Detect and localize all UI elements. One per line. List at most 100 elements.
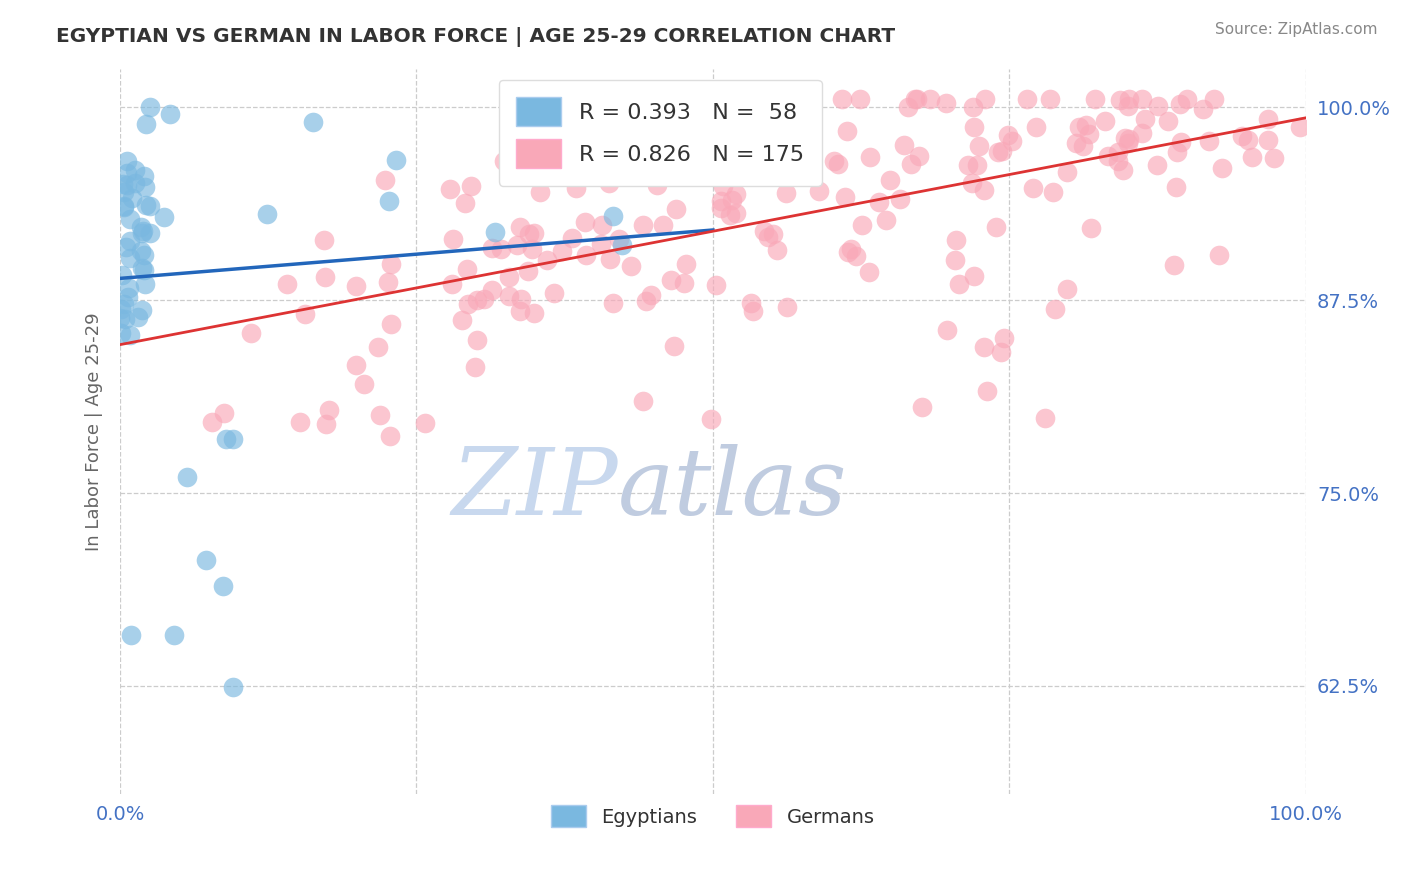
Point [1168, 96, 1191, 111]
Point [766, 243, 789, 257]
Point [1164, 179, 1187, 194]
Point [1109, 93, 1132, 107]
Point [1192, 102, 1215, 116]
Y-axis label: In Labor Force | Age 25-29: In Labor Force | Age 25-29 [86, 312, 103, 550]
Point [377, 275, 399, 289]
Point [1022, 181, 1045, 195]
Point [636, 293, 658, 308]
Point [1094, 114, 1116, 128]
Point [506, 238, 529, 252]
Point [645, 178, 668, 192]
Point [134, 277, 156, 291]
Point [962, 100, 984, 114]
Point [318, 403, 340, 417]
Point [1067, 120, 1090, 135]
Point [725, 186, 748, 201]
Point [1230, 128, 1253, 143]
Point [1078, 127, 1101, 141]
Point [114, 311, 136, 326]
Point [1056, 282, 1078, 296]
Point [536, 253, 558, 268]
Point [868, 194, 890, 209]
Point [709, 121, 731, 136]
Point [115, 153, 138, 168]
Point [776, 301, 799, 315]
Point [1146, 158, 1168, 172]
Point [112, 297, 135, 311]
Point [585, 135, 607, 149]
Point [120, 234, 142, 248]
Point [314, 233, 336, 247]
Point [176, 469, 198, 483]
Point [472, 292, 495, 306]
Point [380, 317, 402, 331]
Point [215, 433, 238, 447]
Point [118, 251, 141, 265]
Point [974, 92, 997, 106]
Point [517, 227, 540, 241]
Point [481, 241, 503, 255]
Point [1208, 248, 1230, 262]
Point [893, 137, 915, 152]
Point [900, 157, 922, 171]
Point [598, 176, 620, 190]
Point [132, 224, 155, 238]
Point [214, 406, 236, 420]
Text: atlas: atlas [619, 444, 848, 534]
Point [520, 242, 543, 256]
Point [124, 163, 146, 178]
Point [827, 157, 849, 171]
Point [377, 194, 399, 208]
Point [110, 301, 132, 316]
Point [135, 117, 157, 131]
Point [484, 225, 506, 239]
Point [993, 331, 1015, 345]
Point [997, 128, 1019, 142]
Point [976, 384, 998, 399]
Point [689, 120, 711, 135]
Point [1039, 92, 1062, 106]
Point [111, 268, 134, 282]
Point [849, 92, 872, 106]
Point [1080, 220, 1102, 235]
Point [509, 293, 531, 307]
Point [1130, 92, 1153, 106]
Point [121, 192, 143, 206]
Point [367, 340, 389, 354]
Point [1289, 120, 1312, 134]
Point [696, 120, 718, 135]
Point [1084, 92, 1107, 106]
Point [1257, 112, 1279, 127]
Point [1118, 136, 1140, 150]
Point [132, 169, 155, 183]
Point [440, 277, 463, 292]
Point [561, 230, 583, 244]
Point [662, 92, 685, 106]
Point [131, 302, 153, 317]
Point [973, 340, 995, 354]
Point [905, 92, 928, 106]
Point [851, 218, 873, 232]
Point [111, 177, 134, 191]
Point [990, 344, 1012, 359]
Point [1175, 92, 1198, 106]
Point [344, 279, 367, 293]
Point [973, 184, 995, 198]
Point [1074, 118, 1097, 132]
Point [118, 281, 141, 295]
Point [344, 358, 367, 372]
Point [602, 295, 624, 310]
Point [1170, 135, 1192, 149]
Point [724, 206, 747, 220]
Point [823, 154, 845, 169]
Point [314, 270, 336, 285]
Point [1114, 131, 1136, 145]
Point [112, 185, 135, 199]
Point [835, 124, 858, 138]
Point [675, 168, 697, 182]
Point [631, 394, 654, 409]
Point [634, 161, 657, 176]
Point [120, 628, 142, 642]
Point [591, 219, 613, 233]
Point [1043, 301, 1066, 316]
